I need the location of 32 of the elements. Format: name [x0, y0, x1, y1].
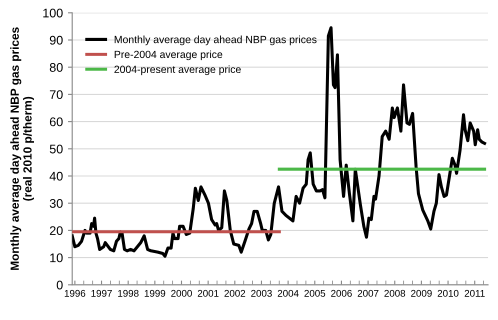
line-series: [72, 26, 486, 258]
y-tick-label: 0: [56, 280, 63, 290]
x-tick-label: 2007: [358, 290, 378, 297]
y-tick-label: 100: [43, 8, 63, 18]
x-tick-label: 1998: [118, 290, 139, 297]
x-tick-label: 2004: [278, 290, 299, 297]
x-tick-label: 2002: [224, 290, 246, 297]
x-tick-label: 2005: [304, 290, 326, 297]
y-tick-label: 20: [50, 226, 63, 236]
x-tick-label: 2008: [384, 290, 406, 297]
x-tick-label: 2009: [411, 290, 432, 297]
y-axis-title: Monthly average day ahead NBP gas prices (real 2010 p/therm): [10, 27, 34, 270]
x-tick-label: 2001: [198, 290, 218, 297]
x-tick-label: 1997: [91, 290, 112, 297]
y-tick-label: 50: [50, 144, 63, 154]
x-tick-label: 2010: [438, 290, 458, 297]
x-tick-label: 2003: [251, 290, 272, 297]
y-tick-label: 80: [50, 63, 63, 72]
y-tick-label: 40: [50, 172, 63, 181]
legend-label: Pre-2004 average price: [114, 50, 222, 60]
x-tick-label: 2011: [464, 290, 485, 297]
y-tick-label: 70: [50, 90, 63, 100]
x-tick-label: 1999: [144, 290, 166, 297]
legend-label: 2004-present average price: [114, 65, 241, 76]
x-tick-label: 2000: [171, 290, 192, 297]
y-tick-label: 30: [50, 199, 63, 208]
x-tick-label: 1996: [64, 290, 86, 297]
y-tick-label: 60: [50, 117, 63, 126]
legend-label: Monthly average day ahead NBP gas prices: [114, 36, 317, 46]
y-tick-label: 90: [50, 36, 63, 45]
y-tick-label: 10: [50, 253, 63, 262]
x-tick-label: 2006: [331, 290, 352, 297]
